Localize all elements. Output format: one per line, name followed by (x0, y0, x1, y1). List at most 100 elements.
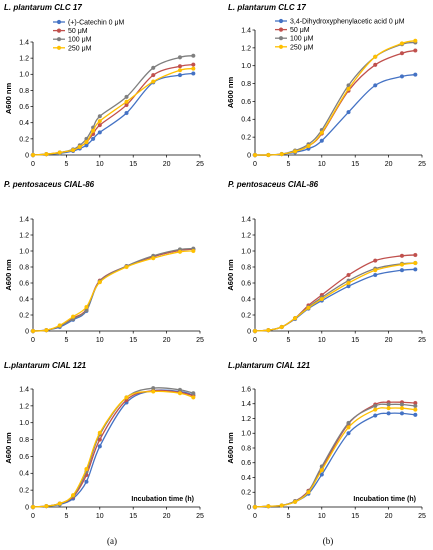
x-tick-label: 5 (286, 337, 290, 344)
legend-entry: 3,4-Dihydroxyphenylacetic acid 0 μM (290, 19, 405, 26)
data-point (30, 328, 36, 334)
data-point (97, 123, 102, 128)
legend-swatch-marker (278, 44, 284, 49)
data-point (44, 328, 49, 333)
legend-entry: 100 μM (290, 36, 314, 43)
x-axis-label: Incubation time (h) (131, 496, 194, 503)
y-tick-label: 0.4 (19, 471, 29, 478)
chart-panel-3: P. pentosaceus CIAL-86 A600 nm 0 0.2 0.4 0.6 0… (4, 180, 204, 344)
data-point (373, 407, 378, 412)
y-tick-label: 1.2 (19, 56, 29, 63)
y-tick-label: 1.4 (241, 216, 251, 223)
series-line-3 (254, 262, 416, 332)
y-axis-label: A600 nm (226, 77, 235, 109)
y-tick-label: 1.4 (241, 27, 251, 34)
data-point (399, 41, 405, 46)
data-point (346, 420, 351, 425)
legend-swatch-marker (278, 18, 284, 24)
data-point (306, 305, 311, 310)
data-point (177, 55, 183, 60)
x-tick-label: 25 (196, 513, 204, 520)
data-point (30, 504, 36, 510)
y-tick-label: 0.8 (19, 88, 29, 95)
y-tick-label: 0.2 (241, 490, 251, 497)
series-line-3 (254, 403, 416, 508)
x-tick-label: 5 (64, 161, 68, 168)
data-point (97, 280, 102, 285)
series-line-1 (254, 73, 416, 156)
legend-swatch-marker (278, 36, 284, 41)
y-tick-label: 0.4 (241, 475, 251, 482)
data-point (252, 504, 258, 510)
series-line-4 (32, 250, 194, 332)
data-point (373, 403, 378, 409)
data-point (191, 62, 196, 67)
y-tick-label: 0 (247, 328, 251, 335)
data-point (399, 406, 405, 411)
y-tick-label: 0 (25, 504, 29, 511)
panel-label-a: (a) (107, 536, 117, 546)
y-tick-label: 0.6 (19, 454, 29, 461)
data-point (399, 253, 405, 258)
data-point (413, 252, 418, 258)
y-tick-label: 0.2 (241, 312, 251, 319)
data-point (346, 425, 351, 430)
y-tick-label: 0.8 (241, 264, 251, 271)
data-point (191, 391, 196, 396)
y-tick-label: 0 (247, 152, 251, 159)
data-point (177, 391, 183, 396)
legend-entry: 50 μM (290, 27, 310, 34)
x-tick-label: 25 (196, 161, 204, 168)
data-point (386, 402, 391, 407)
y-tick-label: 0.2 (19, 136, 29, 143)
y-tick-label: 0.6 (241, 99, 251, 106)
data-point (399, 262, 405, 267)
data-point (399, 411, 405, 416)
chart-title: L. plantarum CLC 17 (228, 3, 306, 12)
data-point (151, 389, 156, 394)
y-tick-label: 0.2 (241, 135, 251, 142)
data-point (151, 65, 156, 70)
legend-entry: 100 μM (68, 37, 92, 44)
data-point (191, 66, 196, 71)
y-tick-label: 0.4 (241, 117, 251, 124)
data-point (373, 83, 378, 88)
data-point (279, 152, 284, 157)
y-axis-label: A600 nm (4, 432, 13, 464)
data-point (97, 430, 102, 435)
y-tick-label: 0 (247, 504, 251, 511)
y-tick-label: 1.2 (241, 416, 251, 423)
data-point (306, 490, 311, 495)
series-line-3 (254, 41, 416, 156)
y-axis-label: A600 nm (4, 83, 13, 115)
data-point (346, 272, 351, 278)
y-tick-label: 0.6 (241, 460, 251, 467)
chart-title: L.plantarum CIAL 121 (228, 361, 311, 370)
x-tick-label: 20 (163, 513, 171, 520)
data-point (373, 268, 378, 273)
data-point (84, 140, 89, 145)
y-tick-label: 0.4 (19, 120, 29, 127)
legend-swatch-marker (56, 37, 62, 42)
data-point (151, 256, 156, 261)
x-tick-label: 25 (418, 337, 426, 344)
x-axis-label: Incubation time (h) (353, 496, 416, 503)
y-tick-label: 1.0 (241, 63, 251, 70)
data-point (413, 48, 418, 53)
y-tick-label: 0.6 (19, 280, 29, 287)
x-tick-label: 5 (286, 161, 290, 168)
series-line-2 (254, 49, 416, 156)
data-point (346, 86, 351, 91)
series-line-2 (32, 63, 194, 156)
x-tick-label: 25 (418, 513, 426, 520)
data-point (124, 110, 129, 116)
x-tick-label: 20 (385, 161, 393, 168)
x-tick-label: 5 (286, 513, 290, 520)
chart-panel-5: L.plantarum CIAL 121 A600 nm 0 0.2 0.4 0.6 0.8… (4, 361, 204, 520)
x-tick-label: 5 (64, 513, 68, 520)
y-tick-label: 1.6 (241, 386, 251, 393)
chart-panel-2: L. plantarum CLC 17 A600 nm 0 0.2 0.4 0.6 0.8 1… (226, 3, 426, 168)
data-point (346, 110, 351, 115)
data-point (44, 152, 49, 157)
